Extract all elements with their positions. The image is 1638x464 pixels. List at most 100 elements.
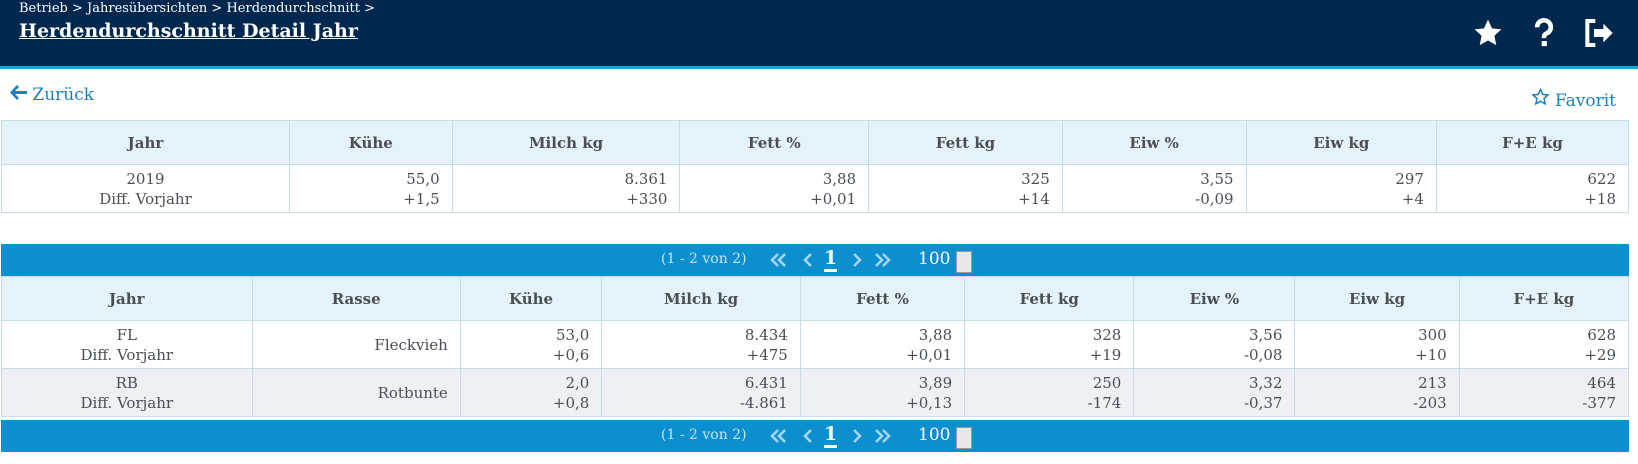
cell-text: Diff. Vorjahr: [80, 393, 174, 412]
column-header[interactable]: Eiw kg: [1294, 276, 1460, 321]
column-header[interactable]: F+E kg: [1435, 120, 1630, 165]
cell: 297 +4: [1245, 164, 1437, 213]
cell: Rotbunte: [251, 368, 461, 417]
cell-text: 328: [1092, 325, 1122, 344]
cell-text: +19: [1089, 345, 1122, 364]
cell: FL Diff. Vorjahr: [1, 320, 253, 369]
cell-text: 6.431: [744, 373, 788, 392]
cell-text: 3,89: [918, 373, 953, 392]
prev-page[interactable]: [800, 252, 818, 268]
last-page[interactable]: [873, 428, 891, 444]
cell-text: 297: [1395, 169, 1424, 188]
cell-text: -0,37: [1243, 393, 1283, 412]
summary-table: Jahr Kühe Milch kg Fett % Fett kg Eiw % Eiw kg…: [1, 120, 1630, 213]
column-header[interactable]: Fett kg: [868, 120, 1063, 165]
cell-text: -203: [1413, 393, 1447, 412]
header-row: Jahr Kühe Milch kg Fett % Fett kg Eiw % Eiw kg…: [1, 120, 1630, 165]
paginator-bottom: (1 - 2 von 2) 1 100: [1, 420, 1629, 452]
data-row: 2019 Diff. Vorjahr 55,0 +1,5 8.361 +330 3,88 +0…: [1, 164, 1630, 213]
rows-per-page[interactable]: 100: [918, 425, 951, 445]
first-page[interactable]: [770, 252, 788, 268]
cell-text: FL: [116, 325, 137, 344]
logout-icon[interactable]: [1582, 17, 1614, 49]
cell: 3,88 +0,01: [679, 164, 870, 213]
cell: Fleckvieh: [251, 320, 461, 369]
current-page[interactable]: 1: [824, 247, 838, 272]
column-header[interactable]: Fett %: [799, 276, 966, 321]
cell-text: 3,55: [1200, 169, 1234, 188]
cell-text: 3,88: [918, 325, 953, 344]
cell: 3,89 +0,13: [799, 368, 966, 417]
cell-text: -0,08: [1243, 345, 1283, 364]
rows-dropdown[interactable]: [956, 427, 972, 449]
data-row: RB Diff. Vorjahr Rotbunte 2,0 +0,8 6.431 -4.86…: [1, 368, 1630, 417]
cell-text: Diff. Vorjahr: [80, 345, 174, 364]
first-page[interactable]: [770, 428, 788, 444]
cell-text: 325: [1021, 169, 1050, 188]
column-header[interactable]: Fett %: [679, 120, 870, 165]
column-header[interactable]: Kühe: [459, 276, 603, 321]
top-bar: Betrieb > Jahresübersichten > Herdendurc…: [0, 0, 1638, 69]
rows-dropdown[interactable]: [956, 251, 972, 273]
column-header[interactable]: Eiw kg: [1245, 120, 1437, 165]
cell-text: Fleckvieh: [374, 335, 448, 354]
cell: 55,0 +1,5: [288, 164, 453, 213]
column-header[interactable]: Jahr: [1, 120, 290, 165]
next-page[interactable]: [848, 252, 866, 268]
column-header[interactable]: Kühe: [288, 120, 453, 165]
rows-per-page[interactable]: 100: [918, 249, 951, 269]
cell-text: 2019: [126, 169, 165, 188]
breed-table: Jahr Rasse Kühe Milch kg Fett % Fett kg Eiw % E…: [1, 276, 1630, 417]
cell: 328 +19: [964, 320, 1135, 369]
back-link[interactable]: Zurück: [10, 85, 94, 105]
column-header[interactable]: Rasse: [251, 276, 461, 321]
back-arrow: [10, 85, 27, 100]
next-page[interactable]: [848, 428, 866, 444]
cell-text: +14: [1018, 189, 1050, 208]
cell-text: 53,0: [555, 325, 590, 344]
page-report: (1 - 2 von 2): [661, 427, 747, 443]
cell-text: 300: [1418, 325, 1447, 344]
cell-text: 250: [1092, 373, 1122, 392]
cell-text: -4.861: [739, 393, 788, 412]
cell-text: 55,0: [406, 169, 440, 188]
column-header[interactable]: Eiw %: [1061, 120, 1247, 165]
cell: 8.361 +330: [451, 164, 681, 213]
paginator-top: (1 - 2 von 2) 1 100: [1, 244, 1629, 276]
cell: 3,55 -0,09: [1061, 164, 1247, 213]
breadcrumb[interactable]: Betrieb > Jahresübersichten > Herdendurc…: [19, 1, 375, 16]
prev-page[interactable]: [800, 428, 818, 444]
cell-text: +29: [1584, 345, 1616, 364]
cell: 2019 Diff. Vorjahr: [1, 164, 290, 213]
column-header[interactable]: Milch kg: [451, 120, 681, 165]
help-icon[interactable]: [1530, 17, 1558, 49]
cell-text: 2,0: [565, 373, 590, 392]
last-page[interactable]: [873, 252, 891, 268]
column-header[interactable]: Jahr: [1, 276, 253, 321]
column-header[interactable]: Milch kg: [601, 276, 801, 321]
favorite-link[interactable]: Favorit: [1530, 87, 1616, 111]
header-row: Jahr Rasse Kühe Milch kg Fett % Fett kg Eiw % E…: [1, 276, 1630, 321]
column-header[interactable]: Eiw %: [1133, 276, 1296, 321]
cell-text: +0,01: [810, 189, 857, 208]
cell: 2,0 +0,8: [459, 368, 603, 417]
current-page[interactable]: 1: [824, 423, 838, 448]
column-header[interactable]: F+E kg: [1458, 276, 1630, 321]
cell-text: 8.361: [624, 169, 668, 188]
cell-text: +0,01: [906, 345, 953, 364]
cell-text: 3,32: [1249, 373, 1283, 392]
star-icon[interactable]: [1472, 17, 1504, 49]
cell-text: +475: [746, 345, 788, 364]
cell-text: +0,6: [552, 345, 590, 364]
cell-text: +4: [1401, 189, 1424, 208]
cell-text: +330: [626, 189, 668, 208]
cell: 3,56 -0,08: [1133, 320, 1296, 369]
cell-text: 213: [1418, 373, 1447, 392]
cell-text: Diff. Vorjahr: [99, 189, 192, 208]
favorite-star: [1530, 87, 1550, 106]
cell-text: 3,56: [1249, 325, 1283, 344]
data-row: FL Diff. Vorjahr Fleckvieh 53,0 +0,6 8.434 +47…: [1, 320, 1630, 369]
cell-text: +0,8: [552, 393, 590, 412]
column-header[interactable]: Fett kg: [964, 276, 1135, 321]
